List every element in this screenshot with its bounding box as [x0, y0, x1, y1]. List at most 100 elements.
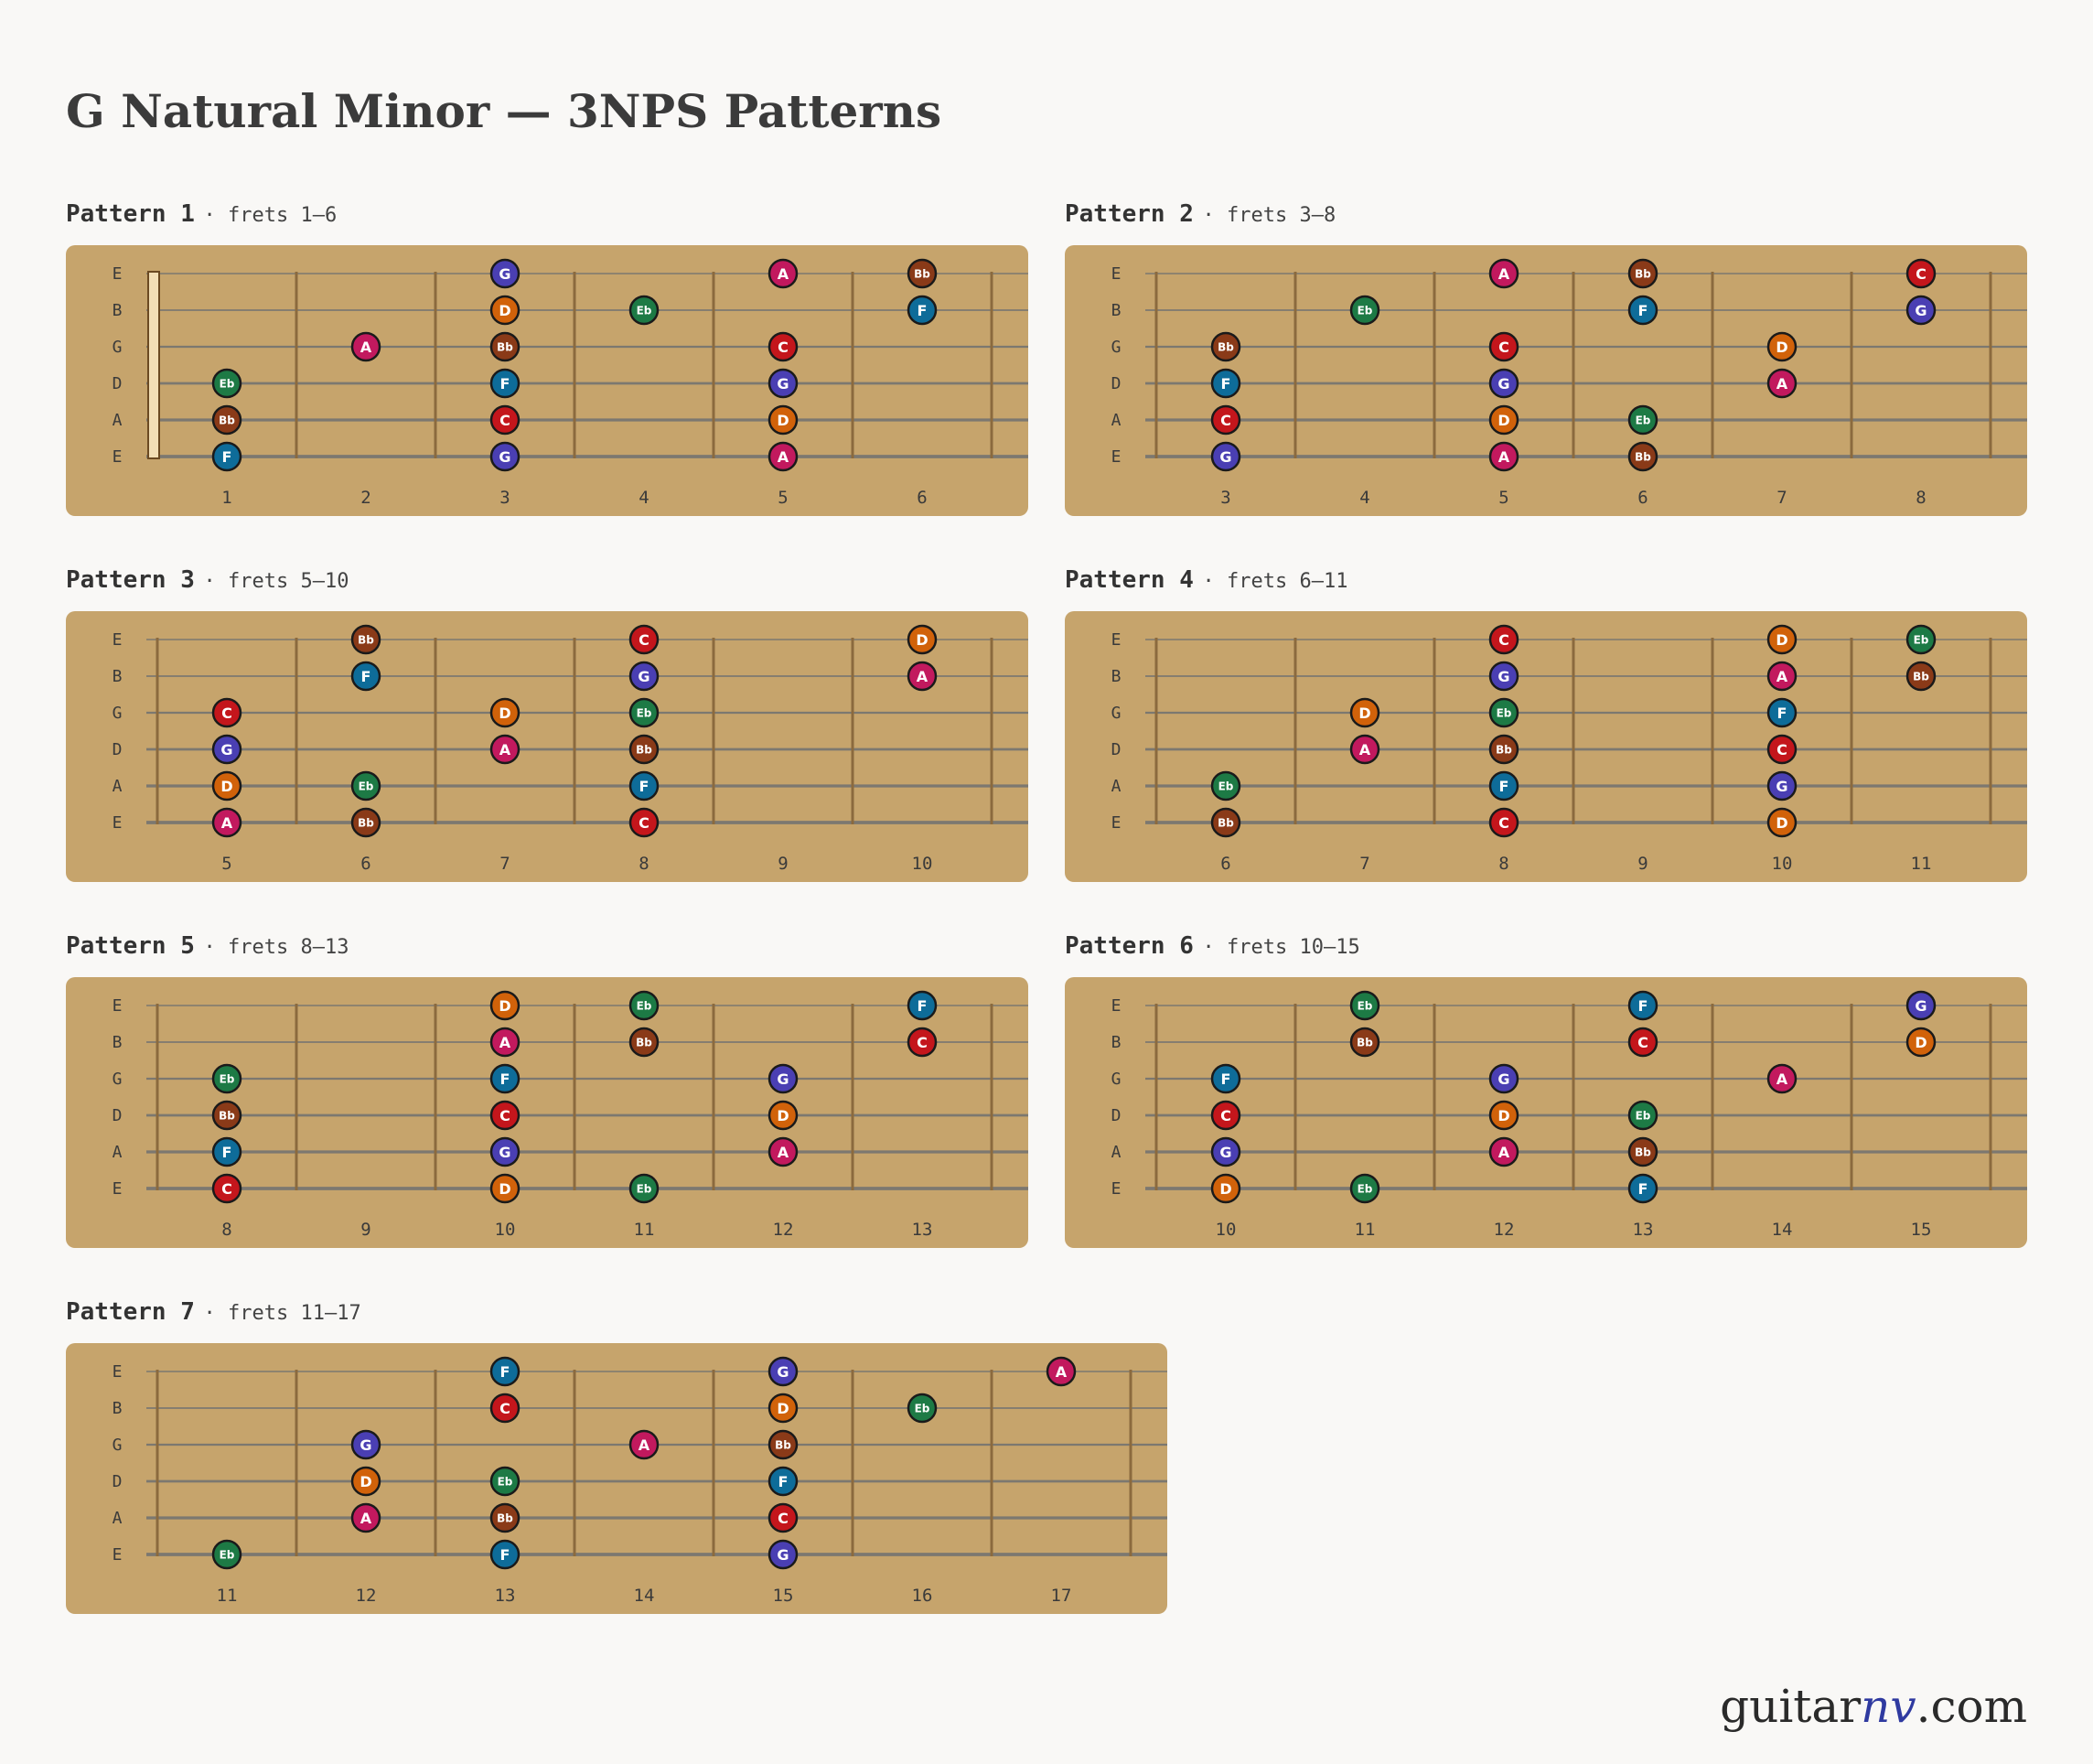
nut	[147, 271, 160, 459]
note-label: G	[777, 1070, 789, 1088]
note-label: G	[777, 1546, 789, 1564]
string-label: G	[1111, 338, 1122, 357]
note-marker: Eb	[628, 295, 660, 326]
note-label: A	[1776, 1070, 1788, 1088]
note-marker: F	[1210, 1063, 1241, 1094]
note-dot	[907, 1027, 938, 1058]
note-label: C	[778, 1510, 789, 1527]
fret-number: 2	[360, 488, 370, 508]
note-label: A	[1498, 448, 1510, 466]
note-dot	[1349, 697, 1380, 728]
note-label: G	[777, 1363, 789, 1381]
note-label: Eb	[1358, 1183, 1373, 1196]
note-marker: G	[211, 734, 242, 765]
note-marker: Eb	[211, 368, 242, 399]
note-dot	[1210, 1063, 1241, 1094]
note-dot	[1766, 734, 1798, 765]
pattern-name: Pattern 2	[1065, 200, 1194, 228]
note-dot	[1766, 807, 1798, 838]
fret-number: 5	[778, 488, 788, 508]
note-label: Bb	[1635, 268, 1651, 281]
fret-number: 6	[360, 854, 370, 874]
brand-logo: guitarnv.com	[1720, 1674, 2027, 1738]
fret-number: 10	[495, 1220, 516, 1240]
note-label: A	[360, 1510, 372, 1527]
note-marker: Bb	[907, 258, 938, 289]
note-dot	[628, 990, 660, 1021]
note-label: Eb	[220, 1549, 235, 1562]
note-dot	[767, 1100, 799, 1131]
note-label: F	[361, 668, 371, 685]
note-dot	[489, 734, 521, 765]
note-label: G	[499, 265, 510, 283]
note-dot	[1488, 697, 1519, 728]
note-dot	[767, 1502, 799, 1533]
note-label: D	[1219, 1180, 1231, 1198]
note-dot	[628, 661, 660, 692]
note-marker: A	[1766, 661, 1798, 692]
note-dot	[1488, 1100, 1519, 1131]
fret-number: 11	[1911, 854, 1932, 874]
note-label: D	[777, 1400, 789, 1417]
note-label: Eb	[637, 305, 652, 317]
note-dot	[1488, 1136, 1519, 1167]
note-marker: Eb	[1627, 404, 1658, 436]
note-dot	[211, 770, 242, 801]
note-marker: F	[489, 368, 521, 399]
fret-number: 9	[778, 854, 788, 874]
note-dot	[628, 734, 660, 765]
note-dot	[628, 697, 660, 728]
note-label: Bb	[219, 414, 235, 427]
note-marker: A	[489, 734, 521, 765]
note-label: C	[639, 814, 649, 832]
pattern-title: Pattern 7 · frets 11–17	[66, 1294, 361, 1333]
note-dot	[1488, 807, 1519, 838]
note-label: F	[918, 302, 928, 319]
note-marker: D	[489, 990, 521, 1021]
note-dot	[489, 331, 521, 362]
note-marker: G	[350, 1429, 381, 1460]
note-dot	[1349, 990, 1380, 1021]
note-dot	[1766, 661, 1798, 692]
note-label: A	[360, 339, 372, 356]
note-dot	[489, 404, 521, 436]
note-marker: D	[767, 404, 799, 436]
note-marker: D	[1488, 1100, 1519, 1131]
note-dot	[1905, 624, 1937, 655]
note-marker: Bb	[1627, 1136, 1658, 1167]
note-marker: D	[1766, 331, 1798, 362]
note-dot	[350, 1502, 381, 1533]
note-label: G	[1776, 778, 1787, 795]
note-label: C	[1637, 1034, 1648, 1051]
note-dot	[1210, 1100, 1241, 1131]
note-marker: F	[1766, 697, 1798, 728]
note-label: G	[499, 448, 510, 466]
note-marker: Bb	[628, 734, 660, 765]
note-marker: F	[211, 441, 242, 472]
note-dot	[1210, 441, 1241, 472]
note-label: F	[1499, 778, 1509, 795]
note-marker: F	[211, 1136, 242, 1167]
note-label: C	[917, 1034, 928, 1051]
note-label: F	[639, 778, 649, 795]
note-label: D	[499, 997, 510, 1015]
fret-number: 6	[1637, 488, 1648, 508]
note-marker: Bb	[489, 1502, 521, 1533]
note-label: Eb	[1636, 1110, 1651, 1123]
note-label: C	[1498, 339, 1509, 356]
note-marker: Bb	[1627, 258, 1658, 289]
note-marker: Eb	[1488, 697, 1519, 728]
note-marker: Eb	[907, 1393, 938, 1424]
fret-number: 4	[639, 488, 649, 508]
note-dot	[1488, 404, 1519, 436]
note-marker: Eb	[350, 770, 381, 801]
fretboard: E B G D A E 3 4 5 6 7 8 A Bb C Eb F G Bb C D F G A C D Eb G A Bb	[1065, 245, 2027, 516]
note-label: C	[1776, 741, 1787, 758]
note-dot	[907, 661, 938, 692]
fret-number: 1	[221, 488, 231, 508]
pattern-title: Pattern 1 · frets 1–6	[66, 196, 337, 235]
pattern-title: Pattern 3 · frets 5–10	[66, 562, 349, 601]
note-marker: G	[767, 1356, 799, 1387]
fretboard: E B G D A E 1 2 3 4 5 6 G A Bb D Eb F A Bb C Eb F G Bb C D F G A	[66, 245, 1028, 516]
note-marker: A	[767, 441, 799, 472]
